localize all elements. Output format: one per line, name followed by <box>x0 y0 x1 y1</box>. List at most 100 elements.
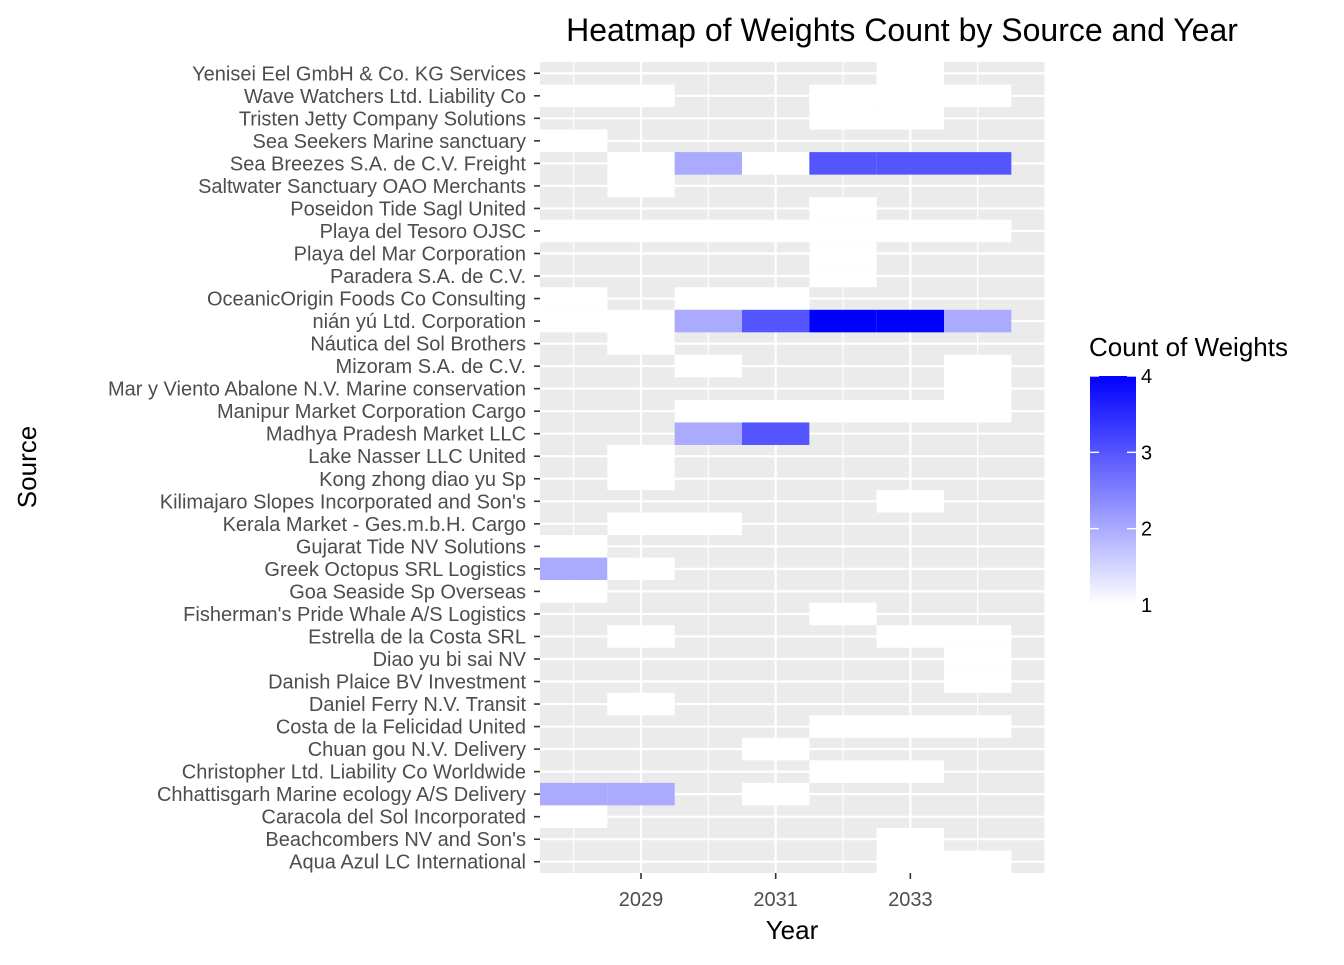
heatmap-cell-ni-n-y-ltd-corporation-2030 <box>674 309 742 333</box>
y-tick-label: Daniel Ferry N.V. Transit <box>309 694 527 716</box>
heatmap-cell-oceanicorigin-foods-co-consulting-2031 <box>742 287 810 310</box>
heatmap-cell-costa-de-la-felicidad-united-2032 <box>809 715 877 738</box>
heatmap-tiles <box>540 62 1012 873</box>
x-tick-label: 2029 <box>619 889 664 911</box>
heatmap-cell-christopher-ltd-liability-co-worldwide-2033 <box>876 760 944 783</box>
heatmap-cell-playa-del-tesoro-ojsc-2034 <box>944 219 1012 243</box>
heatmap-cell-ni-n-y-ltd-corporation-2029 <box>607 309 675 333</box>
heatmap-cell-chhattisgarh-marine-ecology-a-s-delivery-2028 <box>540 782 608 806</box>
heatmap-cell-madhya-pradesh-market-llc-2031 <box>742 422 810 445</box>
heatmap-cell-daniel-ferry-n-v-transit-2029 <box>607 692 675 716</box>
y-tick-label: Danish Plaice BV Investment <box>268 672 526 694</box>
heatmap-cell-saltwater-sanctuary-oao-merchants-2029 <box>607 174 675 198</box>
heatmap-cell-fisherman-s-pride-whale-a-s-logistics-2032 <box>809 602 877 626</box>
y-tick-label: Costa de la Felicidad United <box>276 717 526 739</box>
heatmap-cell-sea-breezes-s-a-de-c-v-freight-2030 <box>674 152 742 175</box>
y-axis-title: Source <box>12 426 42 508</box>
y-tick-label: Chhattisgarh Marine ecology A/S Delivery <box>157 784 526 806</box>
heatmap-cell-kerala-market-ges-m-b-h-cargo-2030 <box>674 512 742 536</box>
heatmap-cell-costa-de-la-felicidad-united-2033 <box>876 715 944 738</box>
heatmap-cell-kong-zhong-diao-yu-sp-2029 <box>607 467 675 491</box>
heatmap-cell-oceanicorigin-foods-co-consulting-2030 <box>674 287 742 310</box>
heatmap-cell-greek-octopus-srl-logistics-2028 <box>540 557 608 581</box>
heatmap-cell-kilimajaro-slopes-incorporated-and-son-s-2033 <box>876 490 944 513</box>
x-axis-title: Year <box>766 915 819 945</box>
chart-title: Heatmap of Weights Count by Source and Y… <box>566 12 1238 48</box>
y-tick-label: Tristen Jetty Company Solutions <box>239 108 526 130</box>
y-tick-label: Mar y Viento Abalone N.V. Marine conserv… <box>108 379 526 401</box>
heatmap-cell-manipur-market-corporation-cargo-2032 <box>809 399 877 423</box>
heatmap-cell-diao-yu-bi-sai-nv-2034 <box>944 647 1012 671</box>
y-tick-label: Poseidon Tide Sagl United <box>290 198 526 220</box>
y-tick-label: Kong zhong diao yu Sp <box>319 469 526 491</box>
y-tick-label: Kerala Market - Ges.m.b.H. Cargo <box>223 514 526 536</box>
y-tick-label: Kilimajaro Slopes Incorporated and Son's <box>160 491 526 513</box>
x-tick-label: 2031 <box>753 889 798 911</box>
heatmap-cell-playa-del-tesoro-ojsc-2029 <box>607 219 675 243</box>
heatmap-cell-sea-breezes-s-a-de-c-v-freight-2034 <box>944 152 1012 175</box>
y-tick-label: Sea Seekers Marine sanctuary <box>253 131 526 153</box>
y-tick-label: Lake Nasser LLC United <box>308 446 526 468</box>
y-tick-label: Fisherman's Pride Whale A/S Logistics <box>183 604 526 626</box>
heatmap-cell-madhya-pradesh-market-llc-2030 <box>674 422 742 445</box>
heatmap-cell-manipur-market-corporation-cargo-2034 <box>944 399 1012 423</box>
legend-label: 1 <box>1141 595 1152 617</box>
y-tick-label: Yenisei Eel GmbH & Co. KG Services <box>192 63 526 85</box>
y-tick-label: Madhya Pradesh Market LLC <box>266 424 526 446</box>
y-tick-label: Greek Octopus SRL Logistics <box>264 559 526 581</box>
heatmap-cell-yenisei-eel-gmbh-co-kg-services-2033 <box>876 62 944 85</box>
heatmap-cell-goa-seaside-sp-overseas-2028 <box>540 580 608 603</box>
heatmap-cell-greek-octopus-srl-logistics-2029 <box>607 557 675 581</box>
y-tick-label: Sea Breezes S.A. de C.V. Freight <box>230 153 527 175</box>
legend: Count of Weights 4 3 2 1 <box>1089 332 1288 617</box>
y-tick-label: nián yú Ltd. Corporation <box>313 311 526 333</box>
y-tick-label: Goa Seaside Sp Overseas <box>289 581 526 603</box>
y-tick-label: Wave Watchers Ltd. Liability Co <box>244 86 526 108</box>
heatmap-cell-danish-plaice-bv-investment-2034 <box>944 670 1012 693</box>
heatmap-cell-playa-del-tesoro-ojsc-2031 <box>742 219 810 243</box>
heatmap-cell-tristen-jetty-company-solutions-2033 <box>876 107 944 130</box>
heatmap-cell-n-utica-del-sol-brothers-2029 <box>607 332 675 355</box>
y-tick-label: Beachcombers NV and Son's <box>265 829 526 851</box>
y-tick-label: Diao yu bi sai NV <box>373 649 527 671</box>
heatmap-cell-estrella-de-la-costa-srl-2033 <box>876 625 944 648</box>
heatmap-cell-sea-seekers-marine-sanctuary-2028 <box>540 129 608 153</box>
y-tick-label: Mizoram S.A. de C.V. <box>336 356 526 378</box>
legend-colorbar <box>1090 376 1136 605</box>
heatmap-cell-manipur-market-corporation-cargo-2033 <box>876 399 944 423</box>
y-tick-label: Playa del Tesoro OJSC <box>320 221 526 243</box>
y-tick-label: Chuan gou N.V. Delivery <box>308 739 526 761</box>
heatmap-cell-mar-y-viento-abalone-n-v-marine-conservation-2034 <box>944 377 1012 400</box>
x-tick-label: 2033 <box>888 889 933 911</box>
legend-label: 2 <box>1141 519 1152 541</box>
heatmap-cell-chhattisgarh-marine-ecology-a-s-delivery-2031 <box>742 782 810 806</box>
heatmap-cell-estrella-de-la-costa-srl-2029 <box>607 625 675 648</box>
y-tick-label: Náutica del Sol Brothers <box>310 334 526 356</box>
heatmap-cell-ni-n-y-ltd-corporation-2028 <box>540 309 608 333</box>
heatmap-cell-paradera-s-a-de-c-v-2032 <box>809 264 877 288</box>
plot-panel <box>540 62 1046 873</box>
legend-label: 4 <box>1141 366 1152 388</box>
heatmap-cell-sea-breezes-s-a-de-c-v-freight-2032 <box>809 152 877 175</box>
y-tick-label: Aqua Azul LC International <box>289 852 526 874</box>
heatmap-cell-caracola-del-sol-incorporated-2028 <box>540 805 608 828</box>
heatmap-cell-wave-watchers-ltd-liability-co-2029 <box>607 84 675 108</box>
heatmap-cell-aqua-azul-lc-international-2033 <box>876 850 944 873</box>
heatmap-cell-chuan-gou-n-v-delivery-2031 <box>742 737 810 761</box>
legend-title: Count of Weights <box>1089 332 1288 362</box>
heatmap-cell-wave-watchers-ltd-liability-co-2032 <box>809 84 877 108</box>
heatmap-cell-manipur-market-corporation-cargo-2031 <box>742 399 810 423</box>
heatmap-cell-playa-del-tesoro-ojsc-2030 <box>674 219 742 243</box>
heatmap-cell-kerala-market-ges-m-b-h-cargo-2029 <box>607 512 675 536</box>
heatmap-cell-aqua-azul-lc-international-2034 <box>944 850 1012 873</box>
heatmap-cell-ni-n-y-ltd-corporation-2032 <box>809 309 877 333</box>
heatmap-cell-manipur-market-corporation-cargo-2030 <box>674 399 742 423</box>
heatmap-cell-beachcombers-nv-and-son-s-2033 <box>876 827 944 851</box>
heatmap-cell-tristen-jetty-company-solutions-2032 <box>809 107 877 130</box>
heatmap-cell-estrella-de-la-costa-srl-2034 <box>944 625 1012 648</box>
y-tick-label: Estrella de la Costa SRL <box>308 626 526 648</box>
heatmap-cell-mizoram-s-a-de-c-v-2030 <box>674 354 742 378</box>
heatmap-cell-chhattisgarh-marine-ecology-a-s-delivery-2029 <box>607 782 675 806</box>
